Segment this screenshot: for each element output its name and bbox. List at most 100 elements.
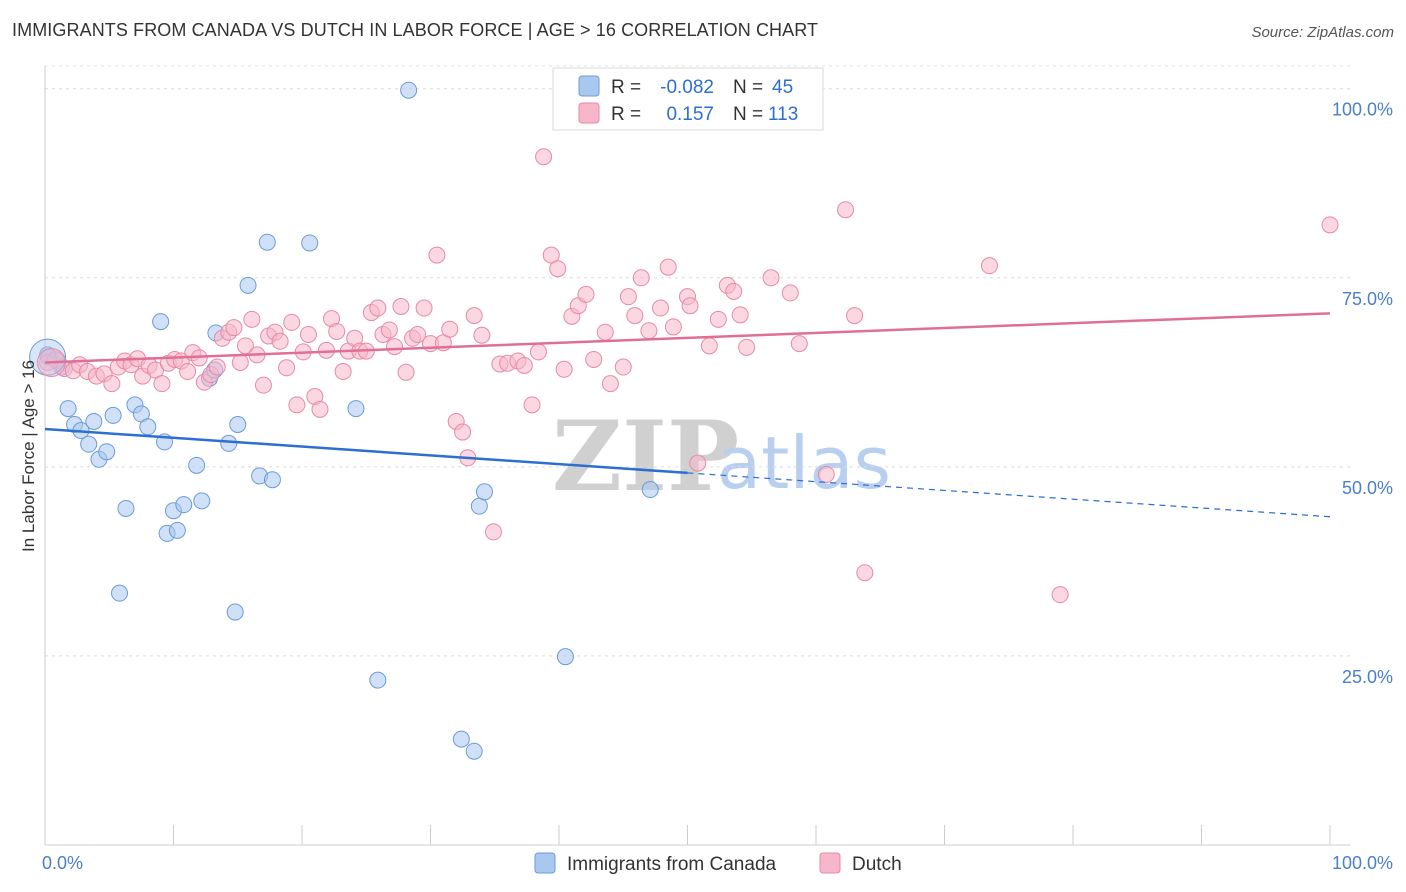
y-tick-label: 75.0% bbox=[1342, 289, 1393, 309]
dutch-point bbox=[225, 319, 243, 337]
dutch-point bbox=[846, 307, 864, 325]
canada-point bbox=[139, 418, 157, 436]
dutch-point bbox=[179, 363, 197, 381]
legend-n-value-canada: 45 bbox=[772, 77, 793, 98]
dutch-point bbox=[283, 313, 301, 331]
dutch-point bbox=[208, 358, 226, 376]
canada-point bbox=[347, 400, 365, 418]
canada-point bbox=[104, 406, 122, 424]
x-tick-label-max: 100.0% bbox=[1332, 853, 1393, 873]
legend-top: R = -0.082 N = 45 R = 0.157 N = 113 bbox=[552, 67, 824, 131]
dutch-point bbox=[601, 375, 619, 393]
y-tick-label: 25.0% bbox=[1342, 667, 1393, 687]
dutch-point bbox=[299, 325, 317, 343]
canada-point bbox=[193, 492, 211, 510]
dutch-point bbox=[529, 343, 547, 361]
dutch-trend-line bbox=[44, 312, 1331, 364]
dutch-point bbox=[614, 358, 632, 376]
canada-point bbox=[400, 81, 418, 99]
dutch-point bbox=[725, 282, 743, 300]
dutch-point bbox=[681, 297, 699, 315]
canada-point bbox=[239, 276, 257, 294]
canada-point bbox=[188, 456, 206, 474]
canada-point bbox=[152, 313, 170, 331]
dutch-point bbox=[596, 323, 614, 341]
dutch-point bbox=[659, 258, 677, 276]
y-axis-label: In Labor Force | Age > 16 bbox=[19, 360, 38, 552]
legend-bottom-swatch-dutch[interactable] bbox=[819, 852, 841, 874]
dutch-point bbox=[980, 257, 998, 275]
dutch-point bbox=[1321, 216, 1339, 234]
dutch-point bbox=[380, 321, 398, 339]
y-tick-label: 100.0% bbox=[1332, 100, 1393, 120]
canada-trend-line bbox=[44, 427, 688, 475]
canada-point bbox=[556, 648, 574, 666]
legend-r-value-canada: -0.082 bbox=[660, 77, 714, 98]
canada-point bbox=[470, 497, 488, 515]
dutch-point bbox=[409, 325, 427, 343]
dutch-point bbox=[817, 465, 835, 483]
trend-lines bbox=[44, 312, 1331, 518]
dutch-point bbox=[585, 350, 603, 368]
canada-point bbox=[168, 521, 186, 539]
dutch-point bbox=[465, 307, 483, 325]
axes bbox=[44, 66, 1350, 846]
chart-title: IMMIGRANTS FROM CANADA VS DUTCH IN LABOR… bbox=[12, 20, 819, 40]
dutch-point bbox=[856, 564, 874, 582]
dutch-point bbox=[1051, 586, 1069, 604]
dutch-point bbox=[640, 322, 658, 340]
dutch-point bbox=[535, 148, 553, 166]
dutch-point bbox=[392, 298, 410, 316]
canada-point bbox=[220, 434, 238, 452]
dutch-point bbox=[328, 322, 346, 340]
legend-bottom: Immigrants from Canada Dutch bbox=[534, 852, 902, 875]
canada-point bbox=[175, 496, 193, 514]
tick-labels: 25.0% 50.0% 75.0% 100.0% 0.0% 100.0% bbox=[42, 100, 1393, 873]
data-points bbox=[29, 81, 1339, 760]
dutch-point bbox=[415, 299, 433, 317]
legend-r-label: R = bbox=[611, 77, 641, 98]
canada-point bbox=[229, 415, 247, 433]
dutch-point bbox=[549, 260, 567, 278]
canada-point bbox=[452, 730, 470, 748]
dutch-point bbox=[689, 454, 707, 472]
y-tick-label: 50.0% bbox=[1342, 478, 1393, 498]
legend-swatch-canada bbox=[578, 75, 600, 97]
canada-trend-extension bbox=[687, 472, 1331, 518]
canada-point-cluster bbox=[29, 338, 67, 376]
canada-point bbox=[475, 483, 493, 501]
dutch-point bbox=[311, 400, 329, 418]
dutch-point bbox=[254, 376, 272, 394]
dutch-point bbox=[664, 318, 682, 336]
legend-bottom-label-canada[interactable]: Immigrants from Canada bbox=[567, 854, 777, 875]
dutch-point bbox=[153, 375, 171, 393]
canada-point bbox=[369, 671, 387, 689]
legend-bottom-swatch-canada[interactable] bbox=[534, 852, 556, 874]
dutch-point bbox=[231, 353, 249, 371]
canada-point bbox=[465, 742, 483, 760]
canada-point bbox=[85, 412, 103, 430]
dutch-point bbox=[278, 359, 296, 377]
canada-point bbox=[59, 400, 77, 418]
legend-n-value-dutch: 113 bbox=[768, 104, 798, 125]
dutch-point bbox=[334, 363, 352, 381]
dutch-point bbox=[473, 326, 491, 344]
dutch-point bbox=[577, 285, 595, 303]
dutch-point bbox=[386, 338, 404, 356]
dutch-point bbox=[731, 306, 749, 324]
dutch-point bbox=[700, 337, 718, 355]
canada-point bbox=[117, 499, 135, 517]
dutch-point bbox=[243, 310, 261, 328]
canada-point bbox=[98, 443, 116, 461]
legend-bottom-label-dutch[interactable]: Dutch bbox=[852, 854, 902, 875]
dutch-point bbox=[271, 332, 289, 350]
dutch-point bbox=[619, 288, 637, 306]
dutch-point bbox=[484, 523, 502, 541]
canada-point bbox=[80, 435, 98, 453]
legend-r-value-dutch: 0.157 bbox=[666, 104, 714, 125]
dutch-point bbox=[523, 396, 541, 414]
legend-swatch-dutch bbox=[578, 102, 600, 124]
legend-n-label: N = bbox=[733, 104, 763, 125]
dutch-point bbox=[103, 375, 121, 393]
